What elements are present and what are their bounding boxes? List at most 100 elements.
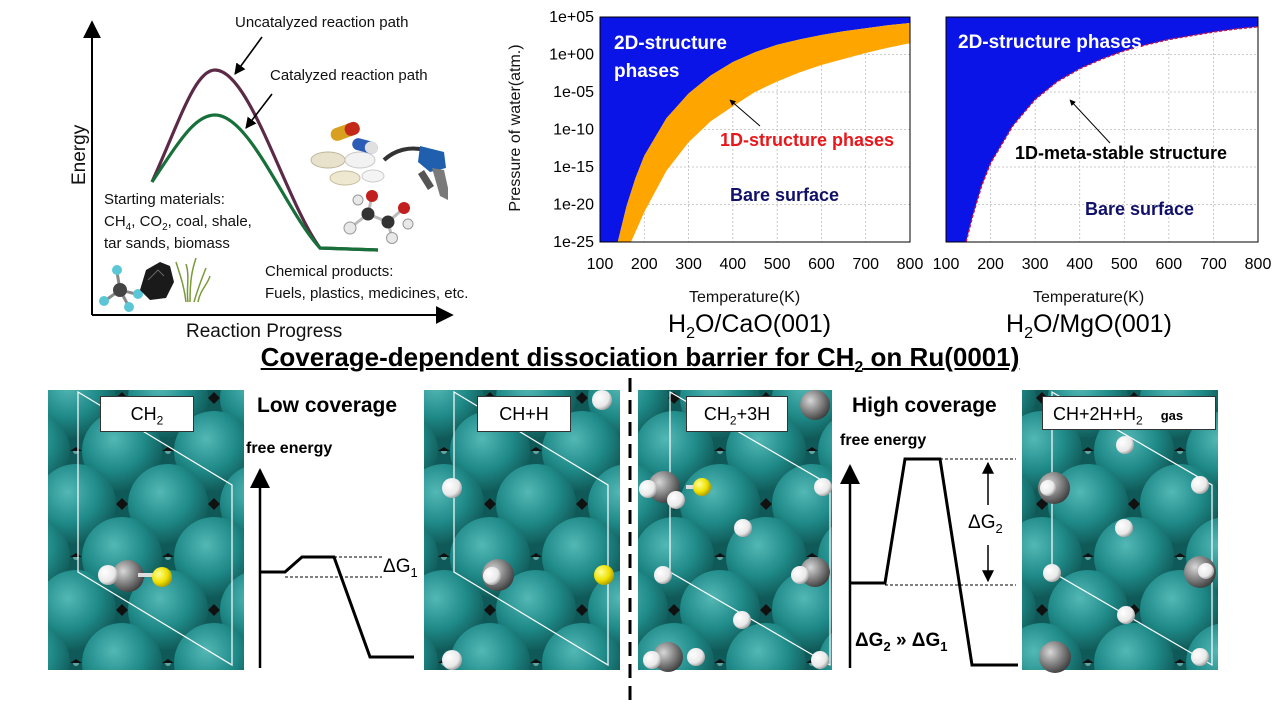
mgo-x-axis-label: Temperature(K) — [1033, 289, 1145, 306]
cao-1d-label: 1D-structure phases — [720, 130, 895, 150]
high-fe-curve — [850, 457, 1018, 667]
x-tick-label: 800 — [1245, 256, 1272, 273]
mgo-phase-plot: 100 200 300 400 500 600 700 800 — [933, 16, 1272, 273]
cao-x-ticks: 100 200 300 400 500 600 700 800 — [587, 256, 924, 273]
y-tick-label: 1e-15 — [553, 159, 594, 176]
starting-sub-b: 2 — [162, 222, 168, 233]
mgo-sys-b: O/MgO(001) — [1032, 310, 1172, 338]
mgo-sys-sub: 2 — [1024, 325, 1033, 342]
dg-compare-label: ΔG2 » ΔG1 — [855, 630, 947, 654]
dg2-label: ΔG2 — [968, 512, 1003, 536]
dg2-sub: 2 — [995, 520, 1003, 536]
cmp-sub1: 2 — [883, 638, 891, 654]
starting-materials-line2: tar sands, biomass — [104, 235, 230, 252]
panel-label-ch2-3h: CH2+3H — [686, 396, 788, 432]
high-coverage-profile — [840, 457, 1018, 668]
cao-phase-plot: 1e-25 1e-20 1e-15 1e-10 1e-05 1e+00 1e+05 100 2… — [549, 9, 923, 273]
starting-sub-a: 4 — [125, 222, 132, 233]
cao-1d-region — [617, 23, 910, 242]
x-tick-label: 700 — [1200, 256, 1227, 273]
mgo-sys-a: H — [1006, 310, 1025, 338]
y-tick-label: 1e-20 — [553, 197, 594, 214]
x-tick-label: 100 — [933, 256, 960, 273]
surface-panel-ch2-low — [48, 390, 244, 670]
energy-diagram — [83, 20, 454, 324]
x-tick-label: 700 — [852, 256, 879, 273]
phase-diagrams: 1e-25 1e-20 1e-15 1e-10 1e-05 1e+00 1e+05 100 2… — [549, 9, 1272, 273]
cao-x-axis-label: Temperature(K) — [689, 289, 801, 306]
cao-sys-a: H — [668, 310, 687, 338]
mgo-meta-stable-line — [965, 26, 1258, 242]
x-tick-label: 400 — [720, 256, 747, 273]
mgo-meta-arrow — [1069, 99, 1111, 144]
cao-2d-label: 2D-structure phases — [614, 33, 727, 82]
high-free-energy-label: free energy — [840, 432, 927, 449]
cmp-mid: » ΔG — [890, 630, 941, 651]
cao-plot-frame — [599, 16, 911, 243]
catalyzed-curve — [150, 113, 379, 252]
slide-title: Coverage-dependent dissociation barrier … — [0, 342, 1280, 377]
reaction-progress-label: Reaction Progress — [186, 321, 343, 342]
panel-label-chh: CH+H — [477, 396, 571, 432]
mgo-meta-label: 1D-meta-stable structure — [1015, 143, 1228, 163]
uncatalyzed-label: Uncatalyzed reaction path — [235, 14, 409, 31]
starting-text-b: , CO — [131, 213, 163, 230]
mgo-system-label: H2O/MgO(001) — [1006, 310, 1172, 343]
p4-gas: gas — [1160, 408, 1184, 423]
catalyzed-label: Catalyzed reaction path — [270, 67, 428, 84]
x-tick-label: 200 — [977, 256, 1004, 273]
y-tick-label: 1e-25 — [553, 234, 594, 251]
fuel-nozzle-icon — [382, 146, 448, 200]
surface-panel-chh-low — [424, 390, 620, 670]
x-tick-label: 600 — [1156, 256, 1183, 273]
x-tick-label: 500 — [1111, 256, 1138, 273]
x-tick-label: 100 — [587, 256, 614, 273]
y-tick-label: 1e-05 — [553, 84, 594, 101]
x-tick-label: 400 — [1066, 256, 1093, 273]
title-text-a: Coverage-dependent dissociation barrier … — [260, 342, 855, 372]
x-tick-label: 500 — [764, 256, 791, 273]
pills-icon — [310, 121, 385, 186]
dg1-sub: 1 — [410, 564, 418, 580]
mgo-bare-label: Bare surface — [1085, 199, 1195, 219]
mgo-2d-region — [946, 17, 1258, 242]
cao-2d-region — [600, 17, 910, 242]
high-coverage-heading: High coverage — [852, 394, 997, 417]
y-tick-label: 1e+05 — [549, 9, 594, 26]
x-tick-label: 200 — [631, 256, 658, 273]
surface-panel-ch2-3h-high — [638, 390, 832, 672]
products-line: Fuels, plastics, medicines, etc. — [265, 285, 469, 302]
starting-text-c: , coal, shale, — [167, 213, 252, 230]
dg1-a: ΔG — [383, 556, 411, 577]
dg1-label: ΔG1 — [383, 556, 418, 580]
products-title: Chemical products: — [265, 263, 394, 280]
low-coverage-heading: Low coverage — [257, 394, 398, 417]
molecule-model-icon — [343, 190, 414, 244]
cao-system-label: H2O/CaO(001) — [668, 310, 831, 343]
panel-label-ch-2h-h2: CH+2H+H2 gas — [1042, 396, 1216, 430]
cao-sys-b: O/CaO(001) — [694, 310, 832, 338]
mgo-2d-label: 2D-structure phases — [958, 32, 1142, 53]
cao-sys-sub: 2 — [686, 325, 695, 342]
cmp-a: ΔG — [855, 630, 884, 651]
low-free-energy-label: free energy — [246, 440, 333, 457]
biomass-icon — [175, 257, 211, 303]
cao-1d-arrow — [729, 99, 761, 127]
title-text-b: on Ru(0001) — [863, 342, 1020, 372]
x-tick-label: 800 — [897, 256, 924, 273]
p3-a: CH — [703, 404, 730, 424]
p1-sub: 2 — [156, 413, 164, 428]
starting-text-a: CH — [104, 213, 126, 230]
y-tick-label: 1e-10 — [553, 122, 594, 139]
cmp-sub2: 1 — [940, 638, 948, 654]
catalyzed-arrow — [245, 93, 273, 129]
mgo-plot-frame — [945, 16, 1259, 243]
surface-panel-ch-2h-h2-high — [1022, 390, 1218, 673]
low-fe-curve — [260, 555, 414, 659]
title-sub: 2 — [854, 359, 864, 377]
uncatalyzed-curve — [150, 68, 379, 252]
p4-sub: 2 — [1136, 413, 1143, 428]
x-tick-label: 300 — [1022, 256, 1049, 273]
starting-materials-title: Starting materials: — [104, 191, 225, 208]
